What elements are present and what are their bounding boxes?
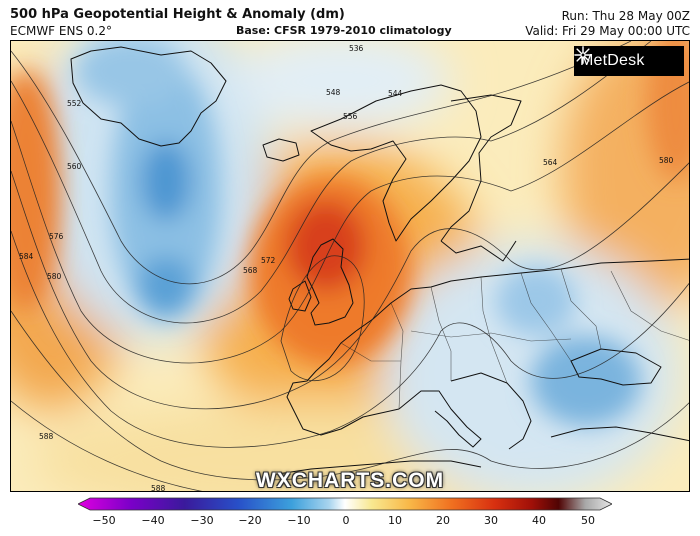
chart-title: 500 hPa Geopotential Height & Anomaly (d… [10,7,345,22]
contour-label-556: 556 [343,112,358,121]
height-contours [11,41,689,491]
colorbar-tick: 20 [436,514,450,527]
coastlines [70,46,689,476]
contour-label-564: 564 [543,158,558,167]
anomaly-map: 536 544 548 552 556 560 564 568 572 576 … [10,40,690,492]
contour-label-588: 588 [39,432,54,441]
anomaly-colorbar [78,497,612,511]
colorbar-tick: 50 [581,514,595,527]
contour-label-568: 568 [243,266,258,275]
colorbar-tick: −50 [92,514,116,527]
country-borders [340,268,689,410]
contour-label-536: 536 [349,44,364,53]
colorbar-tick: 40 [532,514,546,527]
colorbar-tick: 0 [342,514,350,527]
contour-labels: 536 544 548 552 556 560 564 568 572 576 … [19,44,674,492]
contour-label-584: 584 [19,252,34,261]
colorbar-tick: 30 [484,514,498,527]
colorbar-tick: −10 [287,514,311,527]
colorbar-tick: −30 [190,514,214,527]
contour-label-576: 576 [49,232,64,241]
contour-label-588-south: 588 [151,484,166,492]
metdesk-logo-text: MetDesk [580,52,645,69]
base-climatology-label: Base: CFSR 1979-2010 climatology [236,24,452,37]
contour-label-544: 544 [388,89,403,98]
contour-label-552: 552 [67,99,82,108]
contour-label-580-east: 580 [659,156,674,165]
valid-time-label: Valid: Fri 29 May 00:00 UTC [525,24,690,38]
metdesk-star-icon [574,46,592,64]
contour-label-548: 548 [326,88,341,97]
colorbar-tick: −40 [141,514,165,527]
colorbar-tick: 10 [388,514,402,527]
wxcharts-watermark: WXCHARTS.COM [255,469,445,492]
metdesk-logo: MetDesk [574,46,684,76]
model-label: ECMWF ENS 0.2° [10,24,112,38]
contour-label-560: 560 [67,162,82,171]
run-time-label: Run: Thu 28 May 00Z [561,9,690,23]
anomaly-field: 536 544 548 552 556 560 564 568 572 576 … [11,41,689,492]
colorbar-tick: −20 [238,514,262,527]
contour-label-580: 580 [47,272,62,281]
contour-label-572: 572 [261,256,276,265]
